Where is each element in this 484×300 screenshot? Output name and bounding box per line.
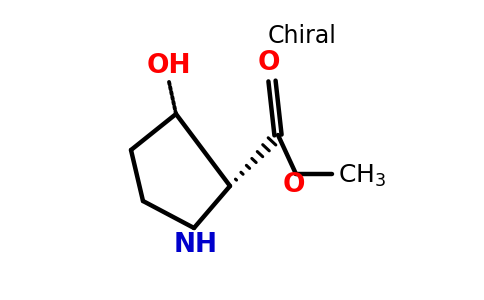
Text: NH: NH xyxy=(173,232,217,257)
Text: Chiral: Chiral xyxy=(268,24,336,48)
Text: OH: OH xyxy=(146,53,191,79)
Text: CH$_3$: CH$_3$ xyxy=(338,162,386,189)
Text: O: O xyxy=(257,50,280,76)
Text: O: O xyxy=(282,172,305,197)
